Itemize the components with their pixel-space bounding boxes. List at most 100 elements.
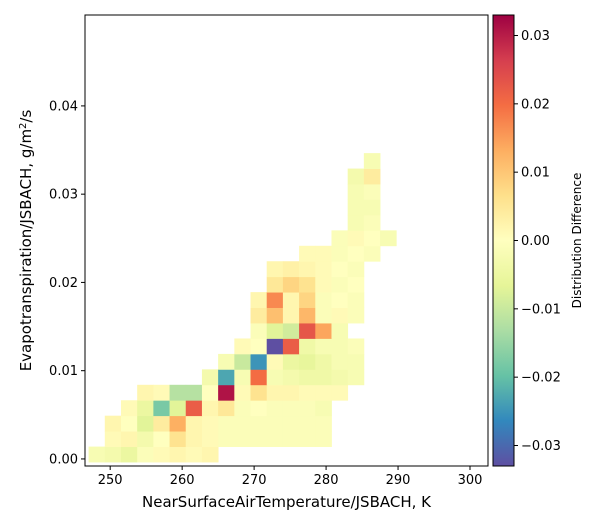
heatmap-cell xyxy=(282,400,300,417)
heatmap-cell xyxy=(315,431,332,447)
heatmap-cell xyxy=(218,415,235,432)
x-tick-label: 260 xyxy=(170,473,195,488)
heatmap-cell xyxy=(120,446,138,463)
heatmap-cell xyxy=(331,307,349,324)
heatmap-cell xyxy=(185,446,203,463)
heatmap-cell xyxy=(299,431,316,447)
heatmap-cell xyxy=(185,415,203,432)
heatmap-cell xyxy=(331,292,349,308)
colorbar-ticks: −0.03 −0.02 −0.01 0.00 0.01 0.02 0.03 xyxy=(514,29,561,454)
heatmap-cell xyxy=(282,261,300,278)
x-tick-label: 300 xyxy=(458,473,483,488)
heatmap-cell xyxy=(266,400,284,417)
plot-frame xyxy=(84,14,489,467)
heatmap-cell xyxy=(266,431,284,447)
heatmap-cell xyxy=(282,292,300,308)
heatmap-cell xyxy=(347,168,365,185)
heatmap-cell xyxy=(347,184,365,200)
heatmap-cell xyxy=(218,369,235,386)
colorbar-tick-label: −0.01 xyxy=(521,302,561,317)
heatmap-cell xyxy=(250,400,268,417)
heatmap-cell xyxy=(234,415,251,432)
heatmap-cell xyxy=(363,230,381,247)
x-axis-ticks: 250 260 270 280 290 300 xyxy=(98,466,483,488)
heatmap-cell xyxy=(299,245,316,262)
y-tick-label: 0.03 xyxy=(49,188,78,203)
heatmap-cell xyxy=(299,292,316,308)
heatmap-cell xyxy=(266,307,284,324)
y-axis-ticks: 0.00 0.01 0.02 0.03 0.04 xyxy=(49,99,85,467)
heatmap-cell xyxy=(137,400,154,417)
heatmap-cell xyxy=(120,415,138,432)
x-tick-label: 270 xyxy=(242,473,267,488)
heatmap-cell xyxy=(104,431,122,447)
heatmap-cell xyxy=(299,415,316,432)
heatmap-cell xyxy=(185,431,203,447)
heatmap-cell xyxy=(266,369,284,386)
heatmap-cell xyxy=(104,446,122,463)
heatmap-cell xyxy=(234,353,251,370)
heatmap-cell xyxy=(250,369,268,386)
colorbar xyxy=(492,14,515,467)
heatmap-cell xyxy=(315,369,332,386)
y-tick-label: 0.04 xyxy=(49,99,78,114)
heatmap-cell xyxy=(250,384,268,401)
heatmap-cell xyxy=(234,431,251,447)
heatmap-cell xyxy=(234,384,251,401)
heatmap-cell xyxy=(282,323,300,339)
heatmap-cell xyxy=(299,400,316,417)
heatmap-cell xyxy=(153,446,170,463)
y-axis-label-superscript: 2 xyxy=(18,123,29,129)
heatmap-cell xyxy=(347,230,365,247)
x-tick-label: 280 xyxy=(314,473,339,488)
heatmap-cell xyxy=(266,384,284,401)
heatmap-cell xyxy=(282,415,300,432)
heatmap-cell xyxy=(347,369,365,386)
heatmap-cell xyxy=(266,415,284,432)
heatmap-cell xyxy=(266,261,284,278)
heatmap-cell xyxy=(137,446,154,463)
heatmap-cell xyxy=(347,292,365,308)
heatmap-cell xyxy=(137,415,154,432)
heatmap-cell xyxy=(153,400,170,417)
heatmap-cell xyxy=(250,307,268,324)
heatmap-cell xyxy=(218,384,235,401)
colorbar-tick-label: 0.01 xyxy=(521,166,550,181)
heatmap-cell xyxy=(250,353,268,370)
heatmap-cells xyxy=(88,153,397,463)
heatmap-cell xyxy=(315,415,332,432)
heatmap-cell xyxy=(299,369,316,386)
heatmap-cell xyxy=(331,384,349,401)
heatmap-cell xyxy=(201,446,219,463)
heatmap-cell xyxy=(347,307,365,324)
heatmap-cell xyxy=(299,276,316,293)
heatmap-cell xyxy=(347,199,365,216)
heatmap-cell xyxy=(250,338,268,355)
heatmap-cell xyxy=(347,276,365,293)
heatmap-cell xyxy=(363,153,381,169)
heatmap-cell xyxy=(153,415,170,432)
heatmap-cell xyxy=(299,307,316,324)
x-tick-label: 290 xyxy=(386,473,411,488)
heatmap-cell xyxy=(363,168,381,185)
heatmap-cell xyxy=(201,369,219,386)
heatmap-cell xyxy=(315,323,332,339)
heatmap-cell xyxy=(363,214,381,231)
heatmap-cell xyxy=(266,353,284,370)
heatmap-cell xyxy=(120,431,138,447)
heatmap-cell xyxy=(299,261,316,278)
heatmap-cell xyxy=(218,400,235,417)
heatmap-cell xyxy=(363,245,381,262)
colorbar-tick-label: 0.03 xyxy=(521,29,550,44)
heatmap-cell xyxy=(347,245,365,262)
y-axis-label-tail: /s xyxy=(17,110,35,123)
heatmap-cell xyxy=(347,214,365,231)
heatmap-cell xyxy=(169,384,187,401)
heatmap-cell xyxy=(299,323,316,339)
heatmap-cell xyxy=(169,400,187,417)
heatmap-cell xyxy=(201,415,219,432)
heatmap-cell xyxy=(218,431,235,447)
heatmap-cell xyxy=(282,369,300,386)
heatmap-cell xyxy=(201,384,219,401)
